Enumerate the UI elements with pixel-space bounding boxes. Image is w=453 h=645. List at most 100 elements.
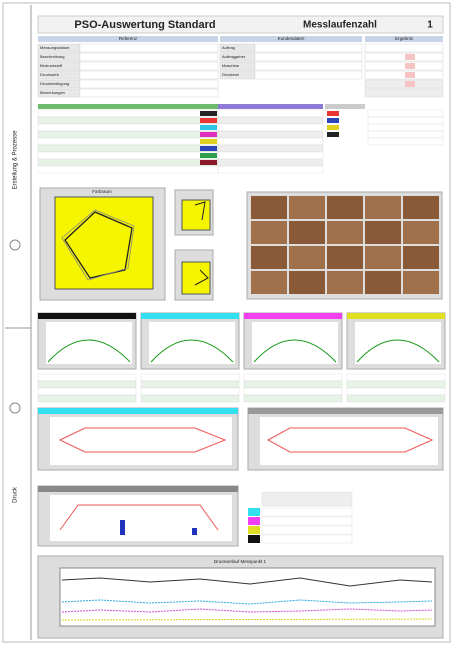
table-row <box>37 123 219 132</box>
table-row <box>243 380 343 389</box>
plot-area <box>59 567 436 627</box>
table-row <box>217 137 324 146</box>
table-row <box>346 387 446 396</box>
table-row <box>217 144 324 153</box>
table-row <box>140 380 240 389</box>
swatch <box>248 535 260 543</box>
table-row <box>140 394 240 403</box>
result-cell <box>364 79 444 89</box>
photo <box>289 221 325 244</box>
trace <box>194 269 209 286</box>
swatch <box>200 139 217 144</box>
photo <box>365 271 401 294</box>
photo <box>289 246 325 269</box>
table-row <box>367 123 444 132</box>
photo <box>327 221 363 244</box>
tolerance <box>59 504 219 531</box>
panel-head <box>38 408 238 414</box>
photo <box>251 196 287 219</box>
table-row <box>217 158 324 167</box>
swatch <box>327 118 339 123</box>
photo <box>403 271 439 294</box>
panel-title: Farbraum <box>92 189 112 194</box>
table-row <box>37 116 219 125</box>
header-bar <box>37 15 444 34</box>
form-label: Maschine <box>222 63 240 68</box>
gamut-ref <box>61 209 135 281</box>
result-flag <box>405 54 415 60</box>
swatch <box>200 118 217 123</box>
table-row <box>37 109 219 118</box>
panel-head <box>347 313 445 319</box>
trace <box>194 201 206 221</box>
photo <box>403 246 439 269</box>
form-value-cell <box>79 79 219 89</box>
curve <box>356 339 440 363</box>
form-label: Druckwerk <box>40 72 59 77</box>
plot-area <box>149 322 235 364</box>
bar <box>192 528 197 535</box>
trend-line <box>61 618 433 621</box>
swatch <box>248 526 260 534</box>
table-row <box>367 130 444 139</box>
table-row <box>37 158 219 167</box>
section-title: Ergebnis <box>395 36 414 41</box>
color-bar <box>325 104 365 109</box>
table-row <box>140 387 240 396</box>
panel-head <box>248 408 443 414</box>
photo <box>403 196 439 219</box>
swatch <box>200 153 217 158</box>
color-bar <box>218 104 323 109</box>
swatch <box>200 125 217 130</box>
form-value-cell <box>79 52 219 62</box>
plot-area <box>50 495 232 541</box>
swatch <box>248 517 260 525</box>
curve <box>150 339 234 363</box>
swatch <box>327 132 339 137</box>
result-cell <box>364 88 444 98</box>
swatch <box>200 146 217 151</box>
form-value-cell <box>254 61 363 71</box>
panel-title: Druckverlauf Messpunkt 1 <box>214 559 267 564</box>
photo <box>365 196 401 219</box>
trend-line <box>61 599 433 605</box>
panel-head <box>244 313 342 319</box>
result-flag <box>405 81 415 87</box>
table-row <box>217 109 324 118</box>
section-head <box>38 36 218 42</box>
trend-line <box>61 577 433 587</box>
photo <box>365 246 401 269</box>
photo <box>251 271 287 294</box>
header-number: 1 <box>427 20 433 31</box>
table-row <box>217 130 324 139</box>
form-label: Druckerei <box>222 72 239 77</box>
title: PSO-Auswertung Standard <box>74 19 215 31</box>
table-row <box>217 123 324 132</box>
header-label: Messlaufenzahl <box>303 20 377 31</box>
table-row <box>367 109 444 118</box>
plot-area <box>50 417 232 465</box>
form-value-cell <box>254 43 363 53</box>
table-row <box>243 373 343 382</box>
plot-area <box>46 322 132 364</box>
form-label: Bemerkungen <box>40 90 65 95</box>
form-value-cell <box>79 43 219 53</box>
photo <box>289 196 325 219</box>
form-label: Auftrag <box>222 45 235 50</box>
plot-area <box>181 261 211 295</box>
result-cell <box>364 70 444 80</box>
table-row <box>140 373 240 382</box>
table-row <box>217 165 324 174</box>
curve <box>47 339 131 363</box>
curve <box>253 339 337 363</box>
photo <box>327 271 363 294</box>
result-cell <box>364 43 444 53</box>
form-value-cell <box>254 70 363 80</box>
table-row <box>261 525 353 535</box>
swatch <box>327 125 339 130</box>
form-label: Beschreibung <box>40 54 64 59</box>
table-row <box>217 151 324 160</box>
table-row <box>243 394 343 403</box>
form-value-cell <box>79 88 219 98</box>
